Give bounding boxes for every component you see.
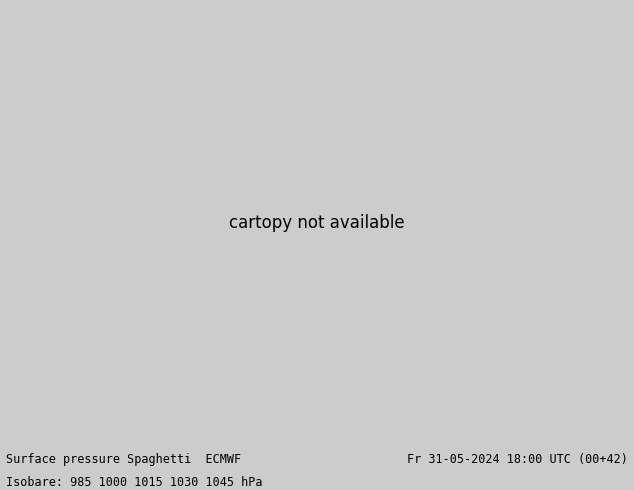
Text: cartopy not available: cartopy not available: [229, 214, 405, 232]
Text: Fr 31-05-2024 18:00 UTC (00+42): Fr 31-05-2024 18:00 UTC (00+42): [407, 453, 628, 466]
Text: Surface pressure Spaghetti  ECMWF: Surface pressure Spaghetti ECMWF: [6, 453, 242, 466]
Text: Isobare: 985 1000 1015 1030 1045 hPa: Isobare: 985 1000 1015 1030 1045 hPa: [6, 476, 263, 489]
